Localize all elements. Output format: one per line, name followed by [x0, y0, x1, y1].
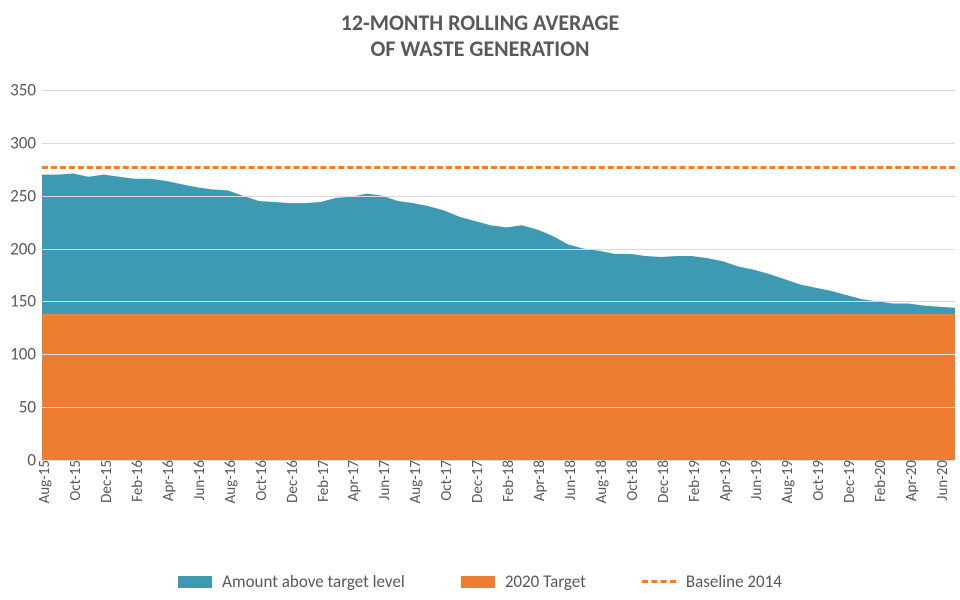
x-tick-label: Dec-16 — [278, 460, 302, 503]
x-tick-label: Oct-19 — [804, 460, 828, 501]
x-tick-label: Oct-18 — [618, 460, 642, 501]
y-tick-label: 50 — [19, 397, 42, 418]
gridline — [42, 196, 955, 197]
x-tick-label: Aug-15 — [30, 460, 54, 503]
x-tick-label: Jun-17 — [370, 460, 394, 500]
x-tick-label: Oct-16 — [247, 460, 271, 501]
x-tick-label: Apr-16 — [154, 460, 178, 501]
legend-label: Baseline 2014 — [686, 571, 782, 592]
title-line-2: OF WASTE GENERATION — [0, 36, 960, 62]
x-tick-label: Aug-16 — [216, 460, 240, 503]
y-tick-label: 250 — [10, 185, 42, 206]
gridline — [42, 301, 955, 302]
x-tick-label: Feb-19 — [680, 460, 704, 502]
x-tick-label: Jun-16 — [185, 460, 209, 500]
x-tick-label: Feb-20 — [866, 460, 890, 502]
gridline — [42, 354, 955, 355]
gridline — [42, 249, 955, 250]
x-tick-label: Jun-20 — [928, 460, 952, 500]
legend-label: 2020 Target — [505, 571, 586, 592]
y-tick-label: 200 — [10, 238, 42, 259]
x-tick-label: Oct-17 — [432, 460, 456, 501]
x-tick-label: Dec-19 — [835, 460, 859, 503]
above-target-area — [42, 174, 955, 315]
x-tick-label: Apr-19 — [711, 460, 735, 501]
plot-area: 050100150200250300350Aug-15Oct-15Dec-15F… — [42, 90, 955, 460]
x-tick-label: Aug-18 — [587, 460, 611, 503]
x-tick-label: Dec-17 — [463, 460, 487, 503]
x-tick-label: Jun-18 — [556, 460, 580, 500]
legend-item: Baseline 2014 — [642, 571, 782, 592]
gridline — [42, 90, 955, 91]
x-tick-label: Jun-19 — [742, 460, 766, 500]
x-tick-label: Dec-15 — [92, 460, 116, 503]
legend-label: Amount above target level — [222, 571, 405, 592]
y-tick-label: 150 — [10, 291, 42, 312]
x-tick-label: Aug-19 — [773, 460, 797, 503]
legend: Amount above target level 2020 Target Base… — [0, 571, 960, 592]
chart-container: 12-MONTH ROLLING AVERAGE OF WASTE GENERA… — [0, 0, 960, 600]
title-line-1: 12-MONTH ROLLING AVERAGE — [0, 10, 960, 36]
legend-item: Amount above target level — [178, 571, 405, 592]
gridline — [42, 143, 955, 144]
x-tick-label: Aug-17 — [401, 460, 425, 503]
legend-swatch-rect — [461, 576, 495, 588]
area-chart-svg — [42, 90, 955, 460]
x-tick-label: Feb-17 — [309, 460, 333, 502]
baseline-2014-line — [42, 166, 955, 169]
chart-title: 12-MONTH ROLLING AVERAGE OF WASTE GENERA… — [0, 10, 960, 63]
legend-item: 2020 Target — [461, 571, 586, 592]
x-tick-label: Oct-15 — [61, 460, 85, 501]
y-tick-label: 300 — [10, 132, 42, 153]
legend-swatch-rect — [178, 576, 212, 588]
target-area — [42, 314, 955, 460]
gridline — [42, 407, 955, 408]
x-tick-label: Apr-17 — [339, 460, 363, 501]
x-tick-label: Apr-20 — [897, 460, 921, 501]
x-tick-label: Apr-18 — [525, 460, 549, 501]
y-tick-label: 350 — [10, 80, 42, 101]
x-tick-label: Dec-18 — [649, 460, 673, 503]
y-tick-label: 100 — [10, 344, 42, 365]
legend-swatch-dash — [642, 580, 676, 583]
x-tick-label: Feb-16 — [123, 460, 147, 502]
x-tick-label: Feb-18 — [494, 460, 518, 502]
